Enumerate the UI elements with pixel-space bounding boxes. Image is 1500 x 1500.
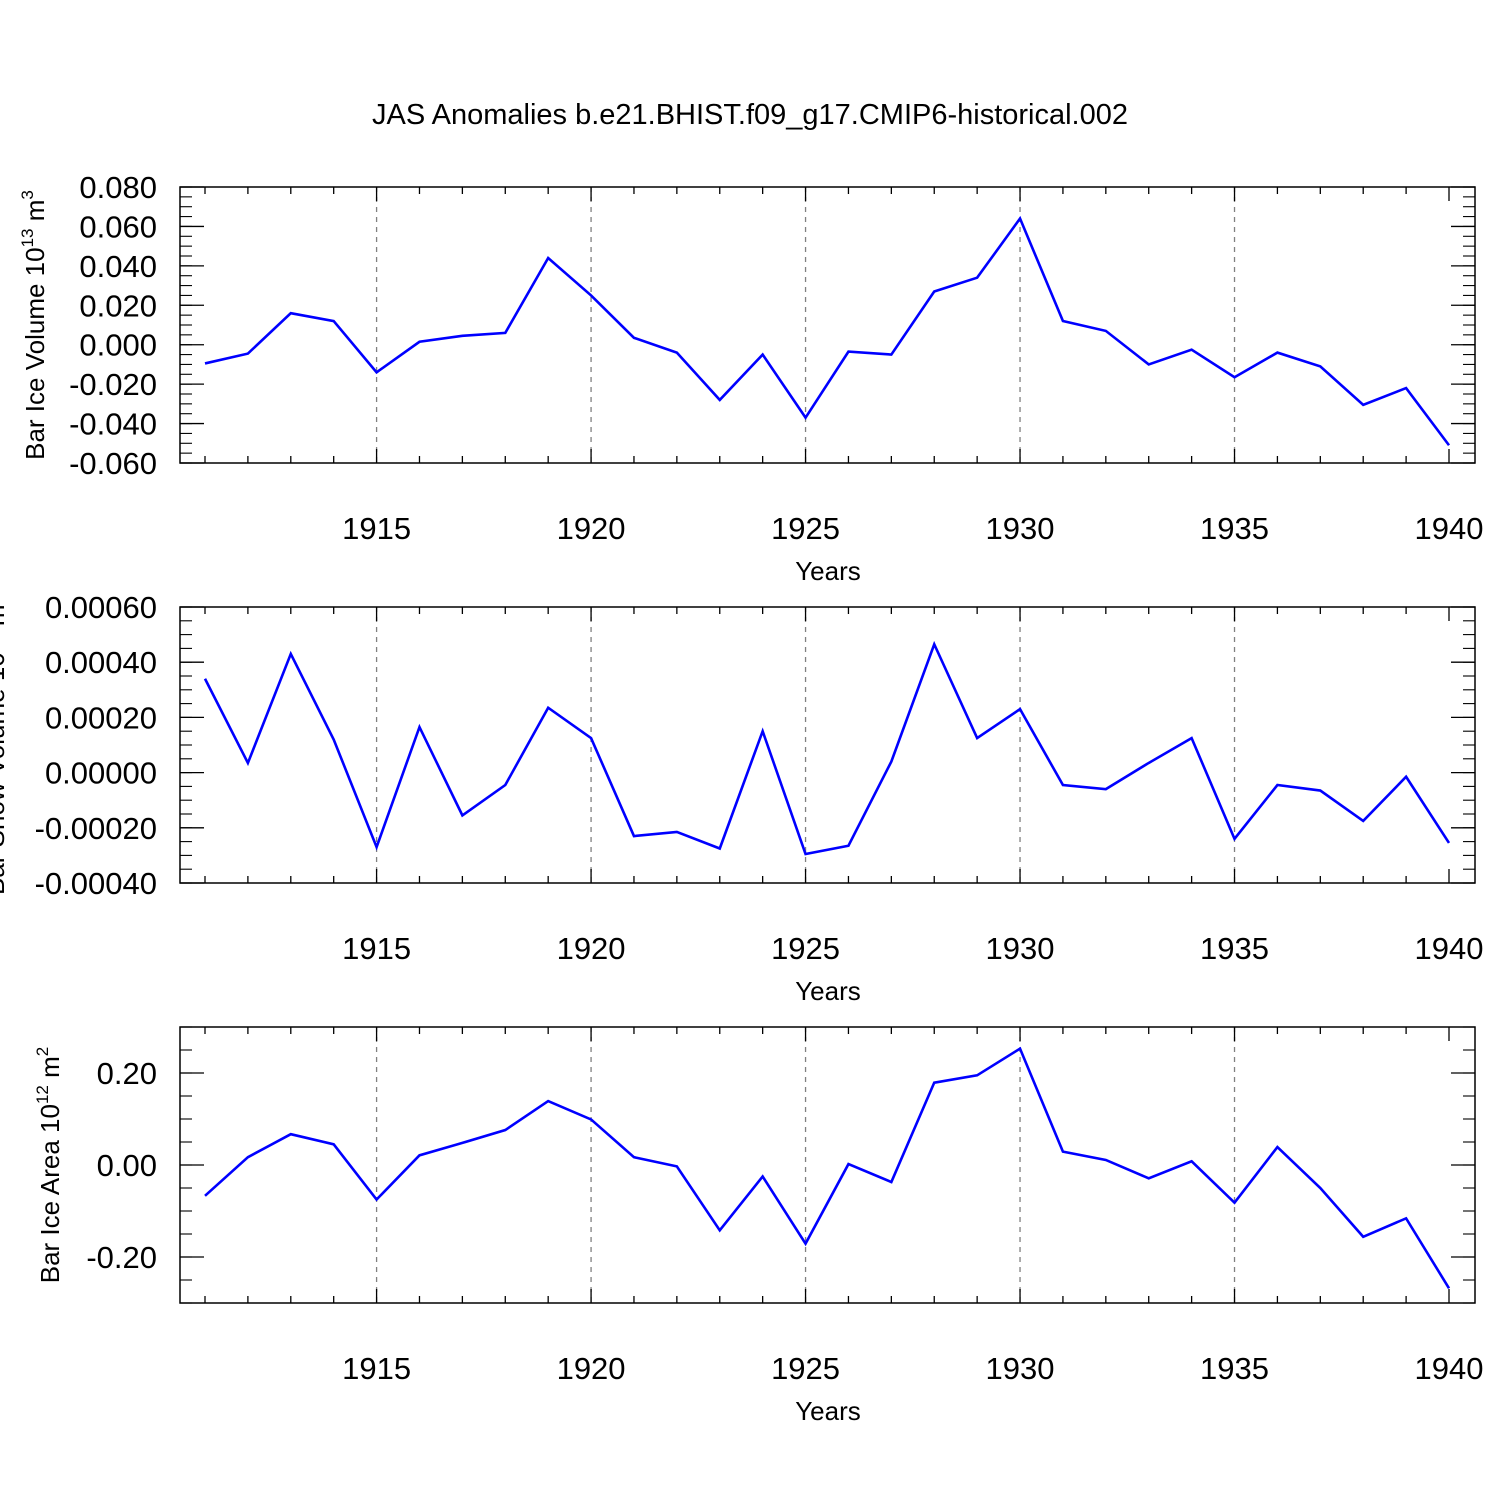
x-tick-label: 1925 [771, 1351, 840, 1386]
x-tick-label: 1935 [1200, 931, 1269, 966]
x-tick-label: 1925 [771, 511, 840, 546]
y-tick-label: -0.060 [69, 446, 157, 481]
x-tick-label: 1915 [342, 931, 411, 966]
y-tick-label: 0.00000 [45, 756, 157, 791]
x-axis-label: Years [795, 976, 861, 1006]
y-tick-label: -0.00020 [35, 811, 157, 846]
y-tick-label: -0.040 [69, 407, 157, 442]
x-tick-label: 1930 [986, 1351, 1055, 1386]
x-tick-label: 1915 [342, 511, 411, 546]
y-tick-label: -0.020 [69, 367, 157, 402]
y-tick-label: 0.00060 [45, 590, 157, 625]
x-tick-label: 1935 [1200, 511, 1269, 546]
x-tick-label: 1940 [1415, 931, 1484, 966]
series-line-2 [203, 640, 1451, 856]
y-tick-label: 0.20 [97, 1056, 157, 1091]
y-tick-label: 0.00040 [45, 645, 157, 680]
x-axis-label: Years [795, 556, 861, 586]
y-tick-label: 0.040 [79, 249, 157, 284]
y-tick-label: -0.20 [86, 1240, 157, 1275]
y-axis-label: Bar Ice Area 1012 m2 [33, 1047, 65, 1284]
y-tick-label: 0.080 [79, 170, 157, 205]
y-tick-label: 0.000 [79, 328, 157, 363]
y-axis-label: Bar Ice Volume 1013 m3 [18, 190, 50, 460]
x-tick-label: 1940 [1415, 511, 1484, 546]
x-tick-label: 1920 [557, 1351, 626, 1386]
figure-title: JAS Anomalies b.e21.BHIST.f09_g17.CMIP6-… [372, 99, 1128, 131]
y-tick-label: 0.00020 [45, 700, 157, 735]
y-tick-label: 0.00 [97, 1148, 157, 1183]
y-tick-label: 0.060 [79, 209, 157, 244]
x-tick-label: 1915 [342, 1351, 411, 1386]
x-tick-label: 1920 [557, 511, 626, 546]
plot-panels: -0.060 -0.040 -0.020 0.000 0.020 0.040 0.060 0.… [0, 170, 1483, 1426]
series-line-3 [204, 1046, 1451, 1289]
x-axis-label: Years [795, 1396, 861, 1426]
x-tick-label: 1925 [771, 931, 840, 966]
x-tick-label: 1940 [1415, 1351, 1484, 1386]
chart-panel-3: -0.20 0.00 0.20 1915 1920 1925 1930 1935 1940 Yea… [33, 1026, 1484, 1426]
chart-panel-2: -0.00040 -0.00020 0.00000 0.00020 0.00040 0.0… [0, 590, 1483, 1006]
y-tick-label: -0.00040 [35, 866, 157, 901]
x-tick-label: 1930 [986, 511, 1055, 546]
x-tick-label: 1930 [986, 931, 1055, 966]
series-line-1 [204, 215, 1451, 447]
x-tick-label: 1920 [557, 931, 626, 966]
x-tick-label: 1935 [1200, 1351, 1269, 1386]
chart-panel-1: -0.060 -0.040 -0.020 0.000 0.020 0.040 0.060 0.… [18, 170, 1483, 586]
y-tick-label: 0.020 [79, 288, 157, 323]
y-axis-label: Bar Snow Volume 1013 m3 [0, 595, 10, 895]
